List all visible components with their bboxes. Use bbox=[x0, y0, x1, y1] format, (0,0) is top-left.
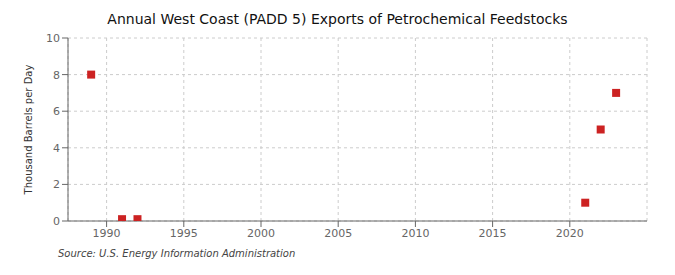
svg-text:Thousand Barrels per Day: Thousand Barrels per Day bbox=[23, 65, 34, 196]
svg-text:4: 4 bbox=[53, 142, 60, 155]
svg-text:10: 10 bbox=[46, 32, 60, 45]
svg-text:1990: 1990 bbox=[93, 227, 121, 240]
svg-text:1995: 1995 bbox=[170, 227, 198, 240]
html-text:Annual West Coast (PADD 5) Exp: Annual West Coast (PADD 5) Exports of Pe… bbox=[107, 11, 568, 27]
svg-text:6: 6 bbox=[53, 105, 60, 118]
svg-text:2000: 2000 bbox=[247, 227, 275, 240]
svg-text:2: 2 bbox=[53, 178, 60, 191]
svg-text:0: 0 bbox=[53, 215, 60, 228]
svg-text:2010: 2010 bbox=[401, 227, 429, 240]
svg-text:2005: 2005 bbox=[324, 227, 352, 240]
svg-text:2020: 2020 bbox=[556, 227, 584, 240]
svg-text:2015: 2015 bbox=[479, 227, 507, 240]
svg-text:8: 8 bbox=[53, 69, 60, 82]
html-text:Source: U.S. Energy Informatio: Source: U.S. Energy Information Administ… bbox=[58, 248, 296, 259]
